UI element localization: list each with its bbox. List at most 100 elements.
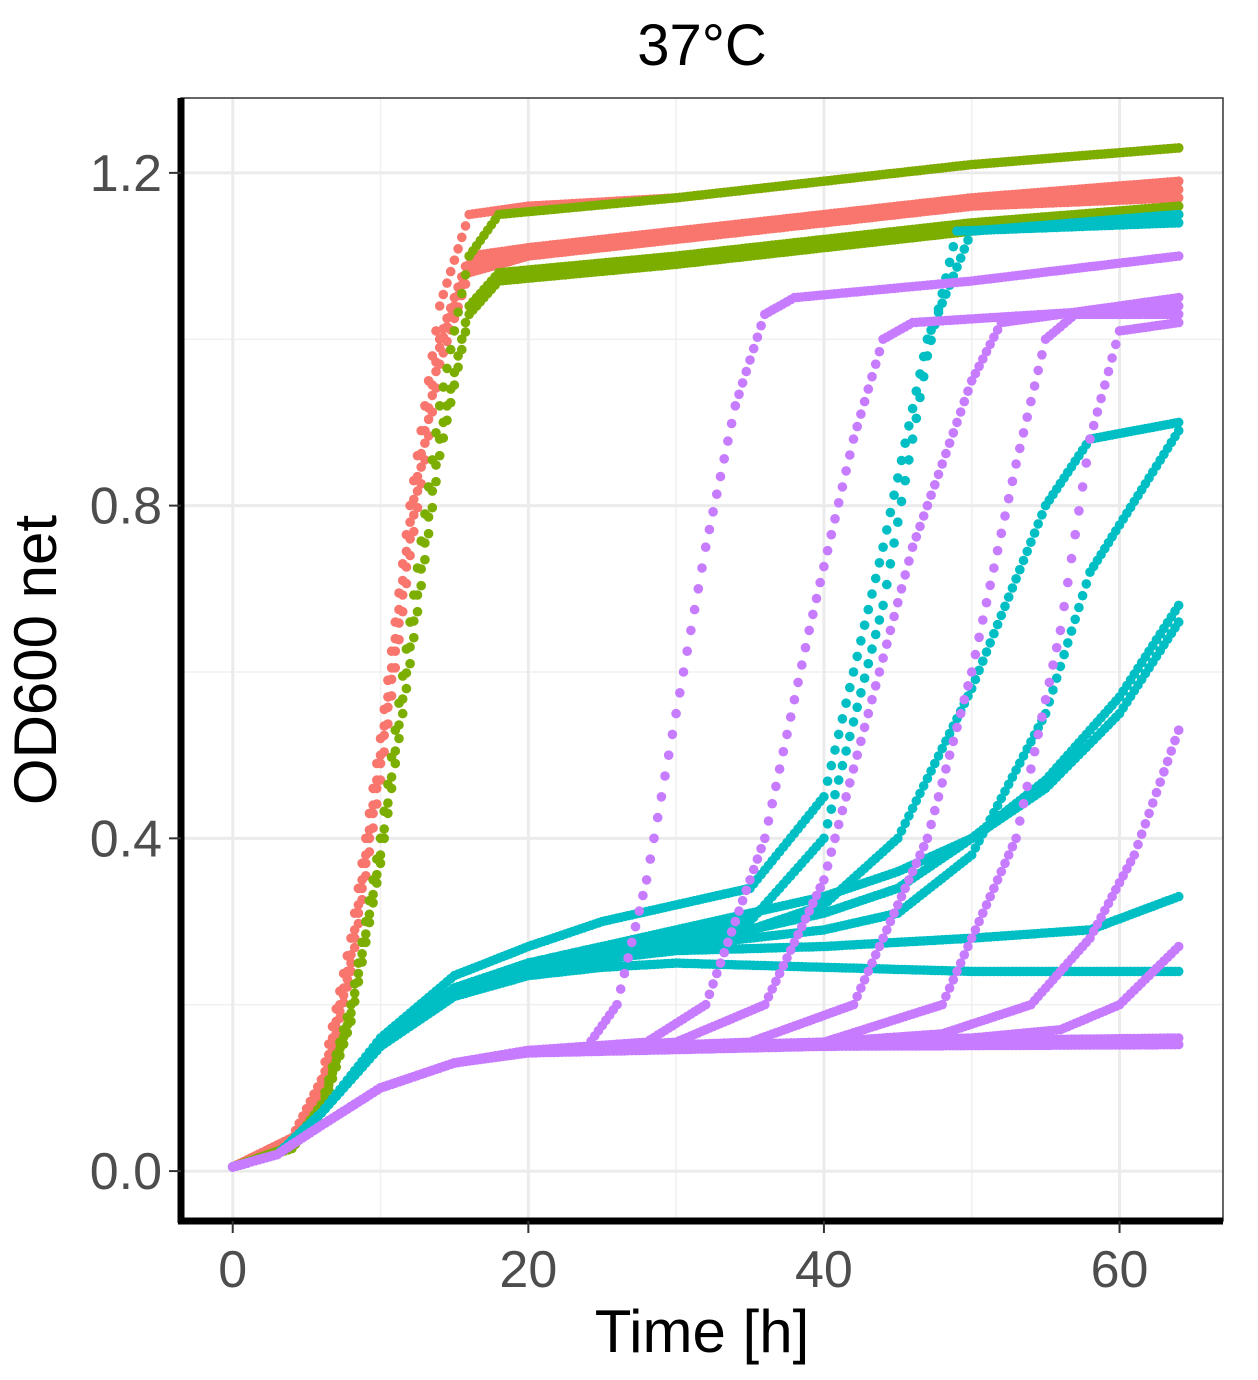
data-point	[375, 758, 386, 769]
data-point	[652, 812, 663, 823]
data-point	[1173, 176, 1184, 186]
data-point	[856, 409, 866, 419]
data-point	[893, 900, 903, 910]
data-point	[885, 507, 896, 518]
data-point	[822, 819, 833, 829]
data-point	[896, 891, 907, 902]
data-point	[438, 433, 449, 443]
data-point	[401, 562, 412, 572]
data-point	[423, 528, 434, 539]
data-point	[900, 475, 910, 486]
data-point	[612, 999, 622, 1010]
data-point	[368, 898, 378, 908]
data-point	[882, 639, 892, 649]
data-point	[985, 580, 995, 591]
data-point	[907, 434, 918, 444]
data-point	[955, 253, 966, 263]
data-point	[922, 833, 933, 844]
data-point	[427, 407, 438, 417]
data-point	[867, 644, 877, 654]
data-point	[811, 593, 822, 604]
data-point	[874, 615, 885, 625]
data-point	[719, 947, 729, 958]
data-point	[948, 428, 959, 438]
data-point	[885, 625, 896, 636]
data-point	[837, 482, 848, 492]
data-point	[763, 816, 774, 826]
data-point	[841, 792, 851, 802]
data-point	[1173, 184, 1184, 195]
data-point	[1173, 143, 1184, 153]
data-point	[353, 908, 364, 918]
data-point	[870, 629, 881, 640]
data-point	[952, 722, 962, 733]
data-point	[397, 590, 408, 600]
data-point	[368, 889, 378, 900]
data-point	[841, 698, 851, 708]
data-point	[346, 958, 356, 968]
data-point	[1173, 891, 1184, 902]
data-point	[416, 564, 427, 574]
data-point	[970, 649, 981, 660]
data-point	[830, 745, 840, 755]
data-point	[848, 434, 859, 444]
data-point	[889, 611, 899, 622]
data-point	[338, 997, 349, 1008]
data-point	[992, 545, 1003, 556]
data-point	[822, 545, 833, 556]
data-point	[357, 883, 367, 894]
data-point	[734, 906, 744, 916]
data-point	[963, 386, 973, 397]
data-point	[708, 507, 718, 517]
data-point	[723, 436, 733, 446]
data-point	[870, 573, 881, 584]
data-point	[1063, 638, 1073, 648]
data-point	[1033, 365, 1043, 376]
data-point	[349, 942, 360, 953]
data-point	[409, 510, 419, 520]
data-point	[457, 288, 467, 299]
data-point	[453, 362, 463, 373]
data-point	[1173, 193, 1184, 203]
data-point	[409, 616, 419, 626]
data-point	[922, 500, 933, 511]
data-point	[1173, 417, 1184, 428]
data-point	[1000, 601, 1010, 612]
data-point	[420, 455, 430, 465]
data-point	[963, 235, 973, 245]
data-point	[619, 968, 630, 979]
data-point	[397, 708, 408, 719]
data-series	[227, 193, 1184, 1172]
data-point	[630, 921, 641, 932]
data-point	[782, 729, 792, 740]
data-point	[737, 895, 748, 906]
data-point	[409, 494, 419, 505]
data-point	[431, 460, 441, 470]
data-point	[1011, 574, 1021, 584]
data-point	[889, 490, 899, 501]
data-point	[349, 996, 360, 1007]
data-point	[815, 577, 825, 588]
data-point	[434, 450, 445, 461]
data-point	[405, 550, 415, 561]
data-point	[438, 332, 449, 343]
data-point	[409, 526, 419, 537]
data-point	[918, 841, 929, 852]
data-point	[1007, 476, 1018, 487]
data-point	[1015, 443, 1025, 454]
data-point	[383, 808, 393, 819]
data-point	[449, 326, 460, 336]
data-point	[675, 688, 685, 698]
data-point	[915, 392, 925, 403]
data-point	[349, 988, 360, 999]
data-point	[859, 396, 870, 407]
data-point	[453, 307, 463, 318]
data-point	[852, 702, 862, 713]
data-point	[431, 383, 441, 393]
data-point	[390, 663, 401, 673]
data-point	[863, 604, 874, 615]
data-point	[442, 363, 452, 374]
data-point	[996, 610, 1007, 621]
data-point	[848, 764, 859, 774]
